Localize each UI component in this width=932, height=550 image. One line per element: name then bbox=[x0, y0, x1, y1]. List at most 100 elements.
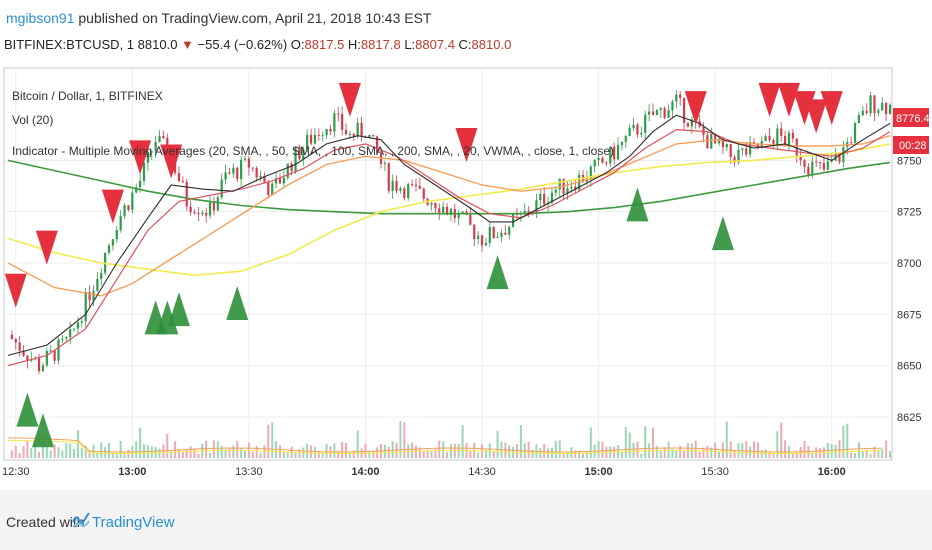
volume-bar bbox=[298, 449, 301, 458]
candle-body bbox=[150, 151, 153, 153]
volume-bar bbox=[791, 452, 794, 458]
volume-bar bbox=[772, 453, 775, 458]
candle-body bbox=[185, 182, 188, 207]
candle-body bbox=[158, 136, 161, 143]
volume-bar bbox=[10, 450, 13, 458]
volume-bar bbox=[372, 450, 375, 458]
candle-body bbox=[830, 160, 833, 162]
candle-body bbox=[842, 147, 845, 163]
candle-body bbox=[659, 108, 662, 110]
ma-black-line bbox=[7, 114, 891, 356]
candle-body bbox=[445, 206, 449, 215]
author-link[interactable]: mgibson91 bbox=[6, 10, 75, 26]
candle-body bbox=[247, 158, 250, 168]
candle-body bbox=[131, 192, 134, 210]
candle-body bbox=[53, 350, 56, 361]
candle-body bbox=[500, 232, 503, 237]
candle-body bbox=[37, 358, 41, 372]
candle-body bbox=[348, 133, 352, 135]
candle-body bbox=[655, 109, 658, 116]
volume-bar bbox=[663, 446, 666, 458]
candle-body bbox=[267, 182, 270, 196]
candle-body bbox=[274, 178, 278, 184]
volume-bar bbox=[411, 442, 414, 458]
volume-bar bbox=[442, 441, 445, 458]
candle-body bbox=[259, 176, 262, 178]
candle-body bbox=[201, 212, 204, 215]
candle-body bbox=[193, 212, 196, 214]
sell-marker bbox=[805, 99, 828, 134]
volume-bar bbox=[780, 422, 783, 458]
volume-bar bbox=[170, 451, 173, 458]
candle-body bbox=[142, 162, 146, 181]
candle-body bbox=[745, 148, 748, 155]
candles bbox=[10, 90, 892, 374]
volume-bar bbox=[434, 449, 437, 458]
volume-bar bbox=[807, 445, 810, 458]
legend-volume: Vol (20) bbox=[12, 113, 53, 127]
candle-body bbox=[232, 167, 235, 174]
volume-bar bbox=[205, 440, 208, 458]
price-tick-label: 8700 bbox=[897, 258, 921, 270]
volume-bar bbox=[558, 440, 561, 458]
volume-bar bbox=[76, 430, 79, 458]
volume-bar bbox=[111, 452, 114, 458]
candle-body bbox=[208, 202, 212, 216]
volume-bar bbox=[484, 449, 487, 458]
volume-bar bbox=[873, 446, 876, 458]
volume-bar bbox=[166, 433, 169, 458]
volume-bar bbox=[659, 450, 662, 458]
volume-bar bbox=[282, 451, 285, 458]
candle-body bbox=[815, 161, 818, 163]
volume-bar bbox=[667, 441, 670, 458]
candle-body bbox=[255, 168, 258, 178]
volume-bar bbox=[73, 448, 76, 458]
buy-marker bbox=[226, 285, 249, 320]
price-tick-label: 8650 bbox=[897, 361, 921, 373]
candle-body bbox=[550, 192, 554, 203]
volume-bar bbox=[224, 449, 227, 458]
volume-bar bbox=[675, 450, 678, 458]
candle-body bbox=[100, 272, 103, 279]
candle-body bbox=[593, 160, 596, 167]
candle-body bbox=[749, 142, 752, 155]
buy-marker bbox=[626, 187, 649, 222]
tradingview-logo-icon[interactable] bbox=[72, 510, 90, 530]
volume-bar bbox=[438, 440, 441, 458]
candle-body bbox=[457, 213, 460, 219]
tradingview-brand[interactable]: TradingView bbox=[92, 514, 175, 531]
candle-body bbox=[302, 149, 305, 160]
candle-body bbox=[45, 351, 48, 366]
price-chart[interactable]: 8625 8650 8675 8700 8725 8750 12:30 13:00 13:30… bbox=[0, 66, 932, 490]
volume-bar bbox=[104, 447, 107, 458]
candle-body bbox=[865, 110, 868, 114]
volume-bar bbox=[177, 449, 180, 458]
volume-bar bbox=[745, 441, 748, 458]
candle-body bbox=[605, 162, 608, 164]
low-label: L: bbox=[404, 37, 416, 52]
candle-body bbox=[616, 145, 620, 160]
volume-bar bbox=[251, 451, 254, 458]
high-value: 8817.8 bbox=[360, 37, 401, 52]
candle-body bbox=[492, 227, 495, 238]
chart-area[interactable]: 8625 8650 8675 8700 8725 8750 12:30 13:00 13:30… bbox=[0, 66, 932, 490]
candle-body bbox=[395, 180, 398, 191]
volume-bar bbox=[403, 422, 406, 458]
volume-bar bbox=[795, 452, 798, 458]
candle-body bbox=[558, 178, 561, 190]
ma-green-line bbox=[7, 159, 891, 215]
created-with-text: Created with bbox=[6, 514, 85, 530]
volume-bar bbox=[834, 445, 837, 458]
volume-bar bbox=[65, 443, 68, 458]
volume-bar bbox=[644, 425, 647, 458]
ma-red-line bbox=[7, 128, 891, 367]
candle-body bbox=[624, 135, 627, 142]
volume-bar bbox=[846, 423, 849, 458]
candle-body bbox=[88, 291, 91, 301]
candle-body bbox=[243, 158, 247, 160]
candle-body bbox=[418, 185, 421, 189]
sell-marker bbox=[4, 273, 27, 308]
volume-bar bbox=[566, 452, 569, 458]
volume-bar bbox=[706, 445, 709, 458]
volume-bar bbox=[531, 449, 534, 458]
